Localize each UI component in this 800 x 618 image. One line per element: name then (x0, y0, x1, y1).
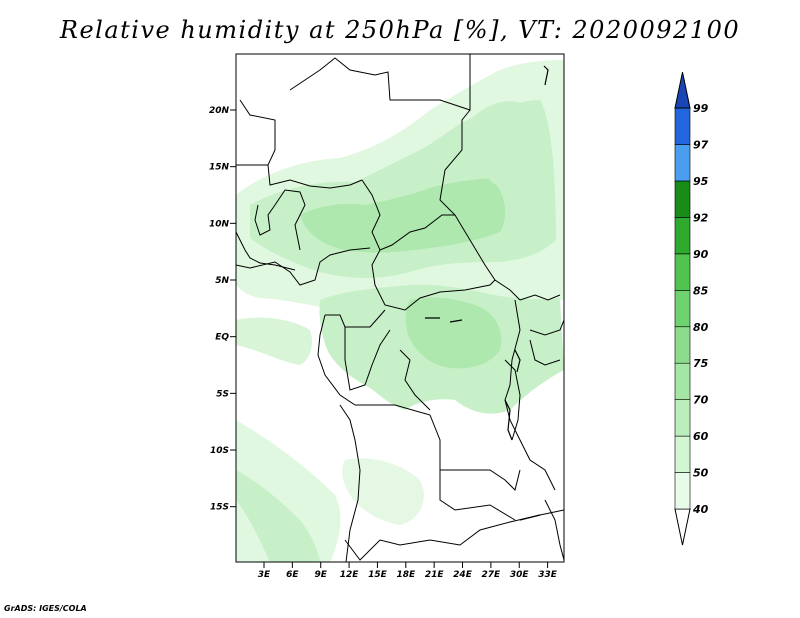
lon-tick-label: 27E (482, 570, 502, 580)
lon-tick-label: 24E (453, 570, 473, 580)
humidity-shading (236, 60, 564, 562)
lon-tick-label: 12E (340, 570, 360, 580)
lon-tick-label: 15E (368, 570, 388, 580)
lat-tick-label: 10N (209, 219, 230, 229)
lat-tick-label: 5N (215, 276, 229, 286)
colorbar-label: 97 (693, 139, 709, 152)
lat-tick-label: 10S (210, 446, 229, 456)
lon-tick-label: 18E (396, 570, 416, 580)
colorbar-segment (674, 326, 691, 364)
longitude-axis: 3E 6E 9E 12E 15E 18E 21E 24E 27E 30E 33E (258, 562, 558, 580)
colorbar-label: 50 (693, 467, 709, 480)
colorbar-segment (674, 362, 691, 400)
lat-tick-label: 5S (216, 389, 229, 399)
colorbar-label: 85 (693, 284, 709, 297)
colorbar-label: 90 (693, 248, 709, 261)
humidity-region-west-coast (236, 317, 312, 365)
colorbar-lower-triangle (674, 508, 691, 546)
colorbar: 40 50 60 70 75 80 85 90 92 95 97 99 (674, 71, 709, 546)
lake-outlines (425, 65, 549, 521)
lat-tick-label: 15S (210, 503, 229, 513)
humidity-region-north-core (300, 178, 506, 253)
colorbar-segment (674, 253, 691, 291)
lon-tick-label: 33E (538, 570, 558, 580)
colorbar-segment (674, 435, 691, 473)
colorbar-label: 92 (693, 211, 709, 224)
colorbar-segment (674, 144, 691, 182)
colorbar-label: 40 (692, 503, 709, 516)
latitude-axis: 20N 15N 10N 5N EQ 5S 10S 15S (209, 106, 236, 513)
humidity-region-central-core (405, 297, 502, 369)
lon-tick-label: 3E (258, 570, 271, 580)
colorbar-segment (674, 180, 691, 218)
colorbar-segment (674, 289, 691, 328)
lat-tick-label: 20N (209, 106, 230, 116)
colorbar-label: 95 (693, 175, 709, 188)
lon-tick-label: 9E (315, 570, 328, 580)
colorbar-label: 80 (693, 321, 709, 334)
colorbar-segment (674, 472, 691, 510)
colorbar-segment (674, 107, 691, 145)
lon-tick-label: 6E (286, 570, 299, 580)
colorbar-label: 70 (693, 394, 709, 407)
colorbar-label: 60 (693, 430, 709, 443)
country-boundaries (236, 54, 564, 562)
humidity-region-southwest-core (236, 470, 320, 562)
lat-tick-label: 15N (209, 163, 230, 173)
lon-tick-label: 21E (425, 570, 445, 580)
colorbar-label: 75 (693, 357, 709, 370)
colorbar-segment (674, 217, 691, 255)
colorbar-segment (674, 399, 691, 437)
map-title: Relative humidity at 250hPa [%], VT: 202… (59, 16, 741, 44)
colorbar-upper-triangle (674, 71, 691, 109)
humidity-region-angola (342, 458, 424, 525)
lon-tick-label: 30E (510, 570, 530, 580)
lat-tick-label: EQ (215, 333, 229, 343)
credit-text: GrADS: IGES/COLA (4, 604, 87, 613)
colorbar-label: 99 (693, 102, 709, 115)
map-frame (235, 53, 565, 563)
humidity-region-northeast (469, 101, 547, 196)
